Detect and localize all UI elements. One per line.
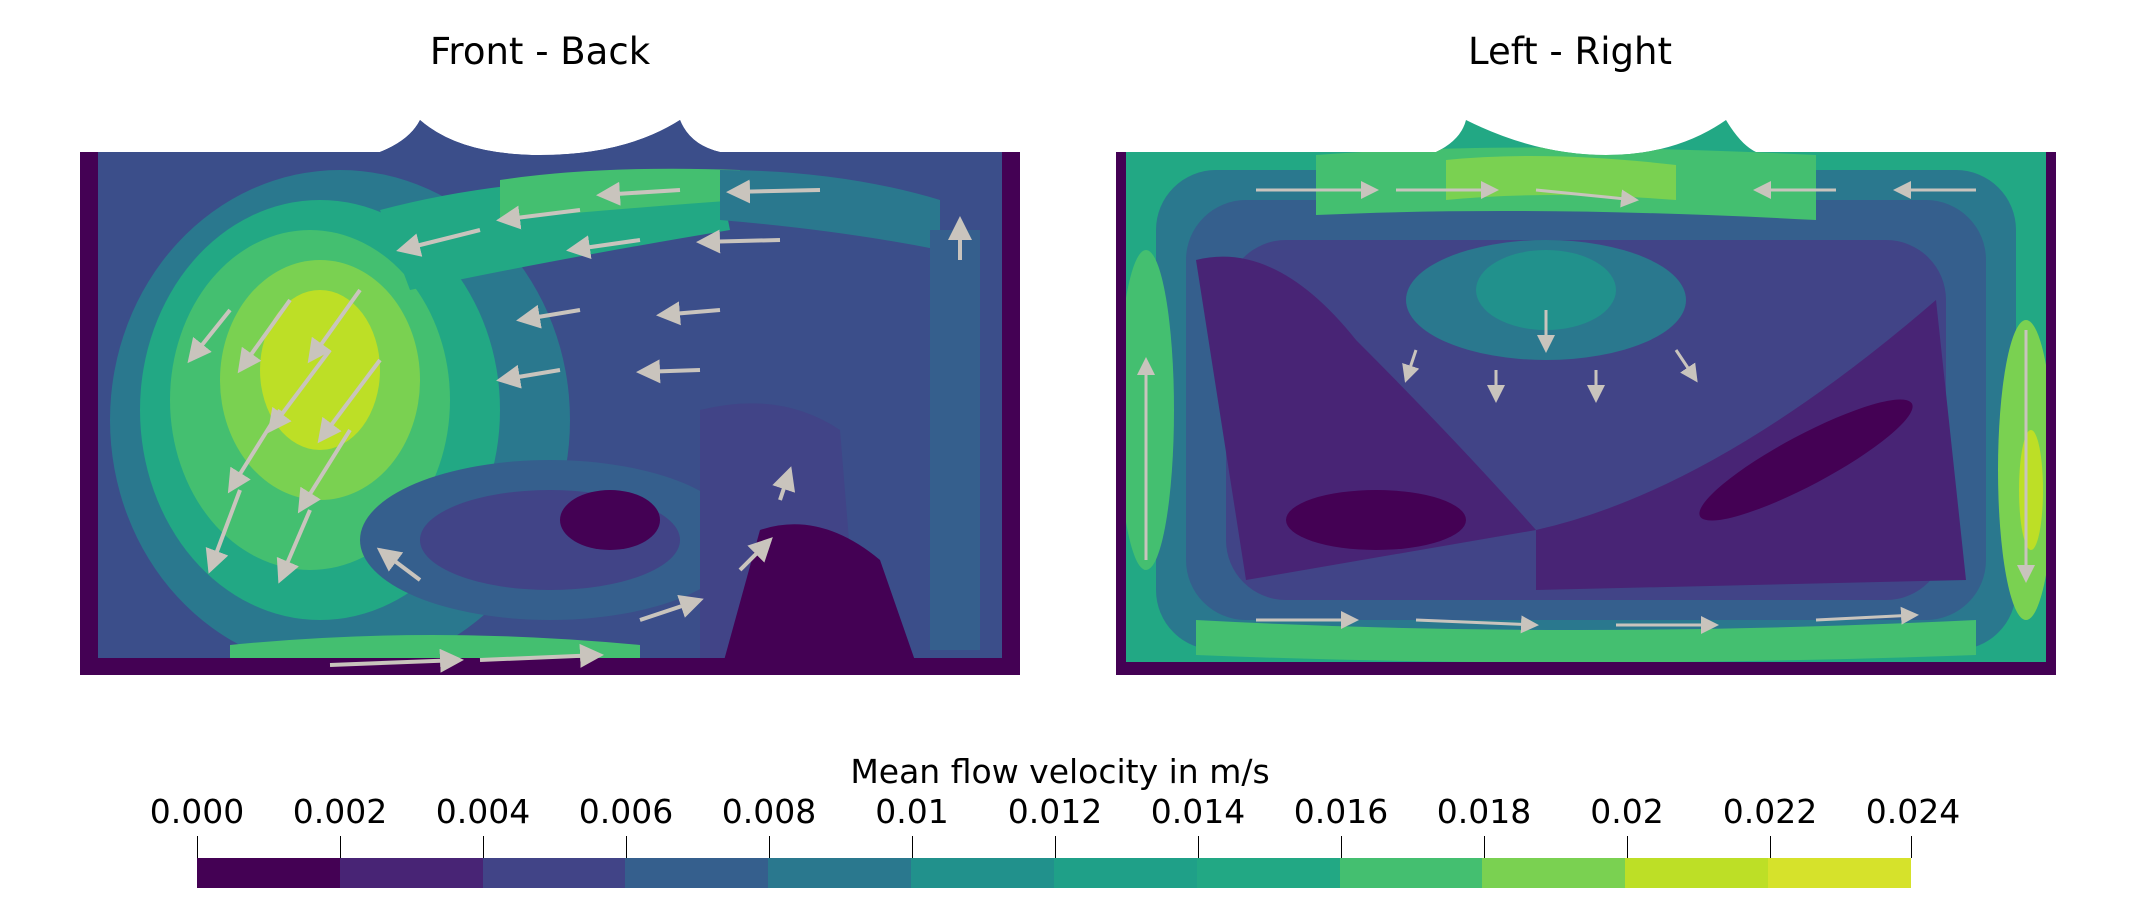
tick-mark bbox=[769, 836, 770, 858]
tick-label: 0.006 bbox=[578, 792, 674, 831]
tick-label: 0.008 bbox=[721, 792, 817, 831]
colorbar-swatch bbox=[1339, 858, 1483, 888]
velocity-vectors-right bbox=[1137, 181, 2035, 634]
tick-mark bbox=[1911, 836, 1912, 858]
colorbar-swatch bbox=[1768, 858, 1911, 888]
tick-label: 0.014 bbox=[1150, 792, 1246, 831]
tick-mark bbox=[912, 836, 913, 858]
colorbar-swatch bbox=[1482, 858, 1626, 888]
colorbar-swatch bbox=[1196, 858, 1340, 888]
panel-title-front-back: Front - Back bbox=[429, 30, 651, 73]
tick-mark bbox=[1055, 836, 1056, 858]
tick-label: 0.02 bbox=[1590, 792, 1664, 831]
tick-label: 0.000 bbox=[149, 792, 245, 831]
tick-label: 0.018 bbox=[1436, 792, 1532, 831]
tick-mark bbox=[1627, 836, 1628, 858]
tick-label: 0.004 bbox=[435, 792, 531, 831]
colorbar-swatch bbox=[768, 858, 912, 888]
tick-mark bbox=[626, 836, 627, 858]
flow-field-left-right bbox=[1116, 120, 2056, 675]
colorbar-swatch bbox=[197, 858, 340, 888]
colorbar-swatch bbox=[1053, 858, 1197, 888]
tick-mark bbox=[1198, 836, 1199, 858]
tick-label: 0.002 bbox=[292, 792, 388, 831]
colorbar-swatch bbox=[482, 858, 626, 888]
colorbar-swatch bbox=[1625, 858, 1769, 888]
colorbar-swatch bbox=[911, 858, 1054, 888]
tick-label: 0.01 bbox=[875, 792, 949, 831]
tick-mark bbox=[197, 836, 198, 858]
colorbar-swatch bbox=[339, 858, 483, 888]
tick-mark bbox=[483, 836, 484, 858]
panel-title-left-right: Left - Right bbox=[1468, 30, 1672, 73]
tick-label: 0.012 bbox=[1007, 792, 1103, 831]
tick-mark bbox=[1341, 836, 1342, 858]
velocity-vectors-left bbox=[187, 179, 972, 673]
tick-mark bbox=[1484, 836, 1485, 858]
colorbar bbox=[197, 858, 1911, 888]
tick-label: 0.022 bbox=[1722, 792, 1818, 831]
tick-label: 0.016 bbox=[1293, 792, 1389, 831]
tick-mark bbox=[1770, 836, 1771, 858]
colorbar-title: Mean flow velocity in m/s bbox=[850, 752, 1270, 791]
tick-mark bbox=[340, 836, 341, 858]
colorbar-swatch bbox=[625, 858, 769, 888]
flow-field-front-back bbox=[80, 120, 1020, 675]
tick-label: 0.024 bbox=[1865, 792, 1961, 831]
